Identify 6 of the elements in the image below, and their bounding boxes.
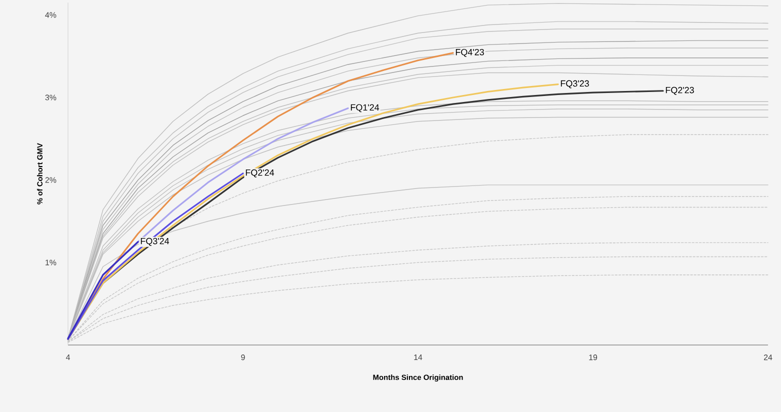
series-label: FQ2'24 [246, 169, 274, 178]
series-label: FQ3'24 [140, 238, 170, 246]
series-label: FQ1'24 [350, 104, 380, 112]
series-label: FQ3'23 [560, 80, 589, 88]
series-label: FQ2'23 [666, 86, 694, 95]
series-label: FQ4'23 [456, 48, 484, 57]
